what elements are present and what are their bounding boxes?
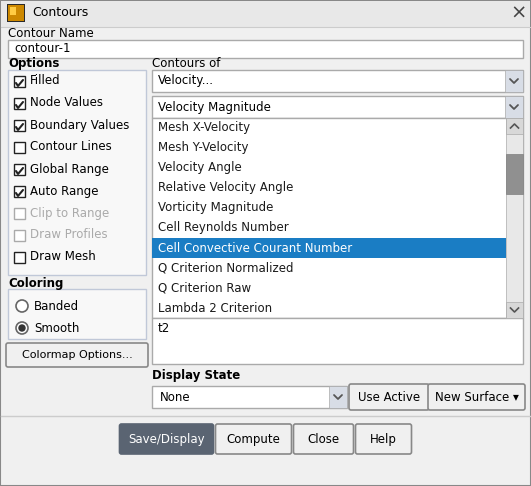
Bar — [14, 208, 25, 219]
Bar — [14, 98, 25, 109]
Bar — [8, 5, 24, 21]
Bar — [152, 238, 506, 258]
Text: Smooth: Smooth — [34, 322, 79, 334]
Bar — [506, 118, 523, 134]
Text: Boundary Values: Boundary Values — [30, 119, 130, 132]
Text: Options: Options — [8, 57, 59, 70]
Text: Display State: Display State — [152, 369, 240, 382]
Circle shape — [16, 300, 28, 312]
Bar — [14, 164, 25, 175]
Bar — [8, 70, 146, 275]
FancyBboxPatch shape — [119, 424, 213, 454]
Text: Vorticity Magnitude: Vorticity Magnitude — [158, 202, 273, 214]
Bar — [152, 318, 523, 364]
Bar — [329, 386, 347, 408]
Bar — [505, 70, 523, 92]
Bar — [14, 252, 25, 263]
Bar — [1, 1, 530, 27]
Bar — [152, 386, 347, 408]
Text: None: None — [160, 390, 191, 403]
Text: Node Values: Node Values — [30, 97, 103, 109]
Bar — [506, 302, 523, 318]
Bar — [14, 76, 25, 87]
Text: contour-1: contour-1 — [14, 42, 71, 55]
Bar — [10, 7, 16, 15]
Text: Cell Reynolds Number: Cell Reynolds Number — [158, 222, 289, 235]
Text: Clip to Range: Clip to Range — [30, 207, 109, 220]
Bar — [505, 96, 523, 118]
Bar — [7, 4, 25, 22]
Text: Contours: Contours — [32, 6, 88, 19]
Circle shape — [19, 325, 25, 331]
Circle shape — [16, 322, 28, 334]
Bar — [8, 40, 523, 58]
Text: Contours of: Contours of — [152, 57, 220, 70]
Text: Save/Display: Save/Display — [128, 433, 205, 446]
Text: Compute: Compute — [227, 433, 280, 446]
Bar — [152, 96, 523, 118]
Text: Velocity Magnitude: Velocity Magnitude — [158, 101, 271, 114]
Bar — [506, 118, 523, 318]
Text: Cell Convective Courant Number: Cell Convective Courant Number — [158, 242, 352, 255]
Text: Draw Mesh: Draw Mesh — [30, 250, 96, 263]
FancyBboxPatch shape — [349, 384, 429, 410]
Text: Velocity Angle: Velocity Angle — [158, 161, 242, 174]
Bar — [152, 118, 523, 318]
Bar — [152, 70, 523, 92]
Text: Global Range: Global Range — [30, 162, 109, 175]
FancyBboxPatch shape — [294, 424, 354, 454]
Text: Mesh Y-Velocity: Mesh Y-Velocity — [158, 141, 249, 155]
Bar — [14, 120, 25, 131]
FancyBboxPatch shape — [6, 343, 148, 367]
Text: t2: t2 — [158, 322, 170, 334]
Text: Mesh X-Velocity: Mesh X-Velocity — [158, 122, 250, 135]
Text: Close: Close — [307, 433, 339, 446]
Text: Filled: Filled — [30, 74, 61, 87]
Bar — [14, 142, 25, 153]
Text: Banded: Banded — [34, 299, 79, 312]
Text: Q Criterion Normalized: Q Criterion Normalized — [158, 261, 294, 275]
Bar — [14, 186, 25, 197]
Text: Coloring: Coloring — [8, 277, 63, 290]
Text: Use Active: Use Active — [358, 390, 420, 403]
Text: ×: × — [511, 3, 527, 22]
FancyBboxPatch shape — [355, 424, 412, 454]
Text: Help: Help — [370, 433, 397, 446]
FancyBboxPatch shape — [216, 424, 292, 454]
Text: Relative Velocity Angle: Relative Velocity Angle — [158, 181, 293, 194]
Text: Q Criterion Raw: Q Criterion Raw — [158, 281, 251, 295]
Text: Colormap Options...: Colormap Options... — [22, 350, 132, 360]
Text: New Surface ▾: New Surface ▾ — [434, 390, 518, 403]
Text: Velocity...: Velocity... — [158, 74, 214, 87]
Text: Contour Lines: Contour Lines — [30, 140, 112, 154]
Text: Contour Name: Contour Name — [8, 28, 94, 40]
Bar — [506, 154, 523, 194]
Text: Draw Profiles: Draw Profiles — [30, 228, 108, 242]
Text: Lambda 2 Criterion: Lambda 2 Criterion — [158, 301, 272, 314]
Text: Auto Range: Auto Range — [30, 185, 98, 197]
FancyBboxPatch shape — [428, 384, 525, 410]
Bar — [14, 230, 25, 241]
Bar — [8, 289, 146, 339]
